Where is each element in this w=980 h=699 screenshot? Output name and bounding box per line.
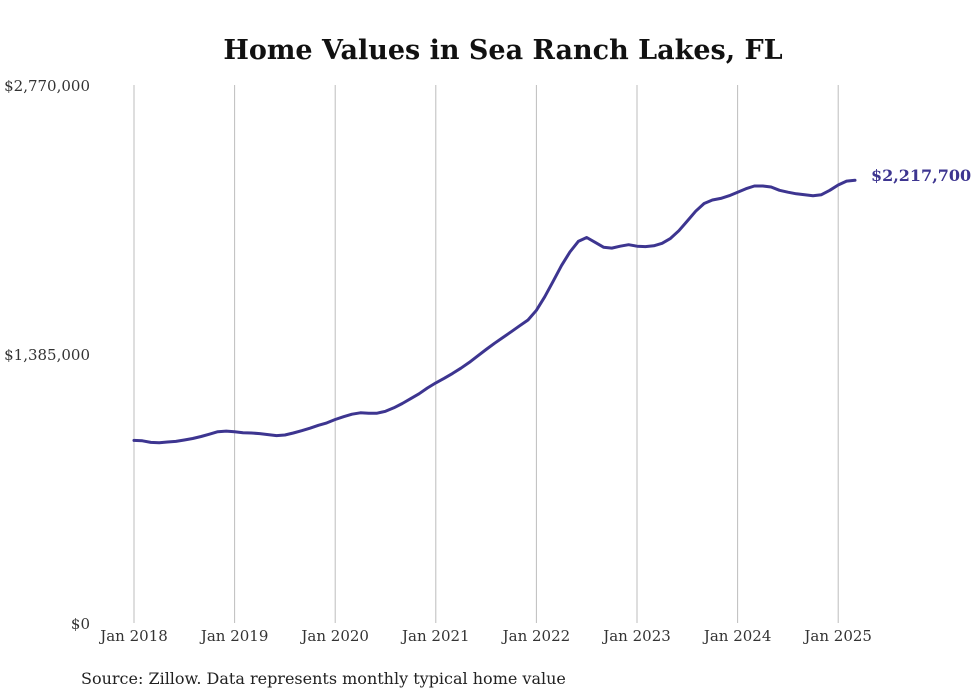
x-tick-label: Jan 2025 [802,627,872,645]
x-tick-label: Jan 2024 [702,627,772,645]
y-tick-label: $2,770,000 [4,77,90,95]
y-tick-label: $0 [71,615,90,633]
grid-lines [133,85,839,623]
x-tick-label: Jan 2022 [501,627,571,645]
source-note: Source: Zillow. Data represents monthly … [81,669,566,688]
x-axis-ticks: Jan 2018 Jan 2019 Jan 2020 Jan 2021 Jan 2022… [98,627,872,645]
x-tick-label: Jan 2019 [199,627,269,645]
series-line [132,178,857,445]
x-tick-label: Jan 2018 [98,627,168,645]
x-tick-label: Jan 2020 [299,627,369,645]
x-tick-label: Jan 2021 [400,627,470,645]
y-axis-ticks: $0 $1,385,000 $2,770,000 [4,77,90,633]
x-tick-label: Jan 2023 [601,627,671,645]
end-value-label: $2,217,700 [871,166,971,185]
y-tick-label: $1,385,000 [4,346,90,364]
chart-title: Home Values in Sea Ranch Lakes, FL [223,35,782,66]
